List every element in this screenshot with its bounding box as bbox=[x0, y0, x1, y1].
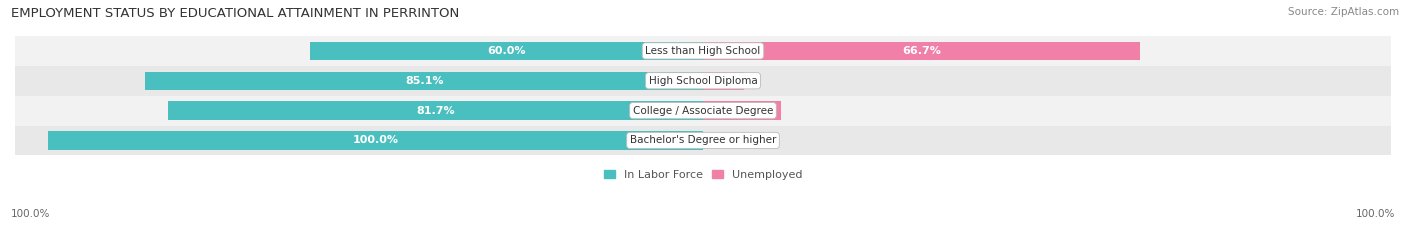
Bar bbox=[145, 72, 703, 90]
Bar bbox=[703, 101, 780, 120]
Bar bbox=[15, 36, 1391, 66]
Bar bbox=[15, 96, 1391, 126]
Text: 11.9%: 11.9% bbox=[723, 106, 762, 116]
Text: College / Associate Degree: College / Associate Degree bbox=[633, 106, 773, 116]
Legend: In Labor Force, Unemployed: In Labor Force, Unemployed bbox=[603, 170, 803, 180]
Bar bbox=[15, 66, 1391, 96]
Bar bbox=[15, 126, 1391, 155]
Text: 100.0%: 100.0% bbox=[1355, 209, 1395, 219]
Text: 85.1%: 85.1% bbox=[405, 76, 443, 86]
Text: 100.0%: 100.0% bbox=[11, 209, 51, 219]
Text: 60.0%: 60.0% bbox=[486, 46, 526, 56]
Text: 6.3%: 6.3% bbox=[709, 76, 740, 86]
Text: Less than High School: Less than High School bbox=[645, 46, 761, 56]
Text: 66.7%: 66.7% bbox=[903, 46, 941, 56]
Text: Bachelor's Degree or higher: Bachelor's Degree or higher bbox=[630, 135, 776, 145]
Bar bbox=[48, 131, 703, 150]
Text: High School Diploma: High School Diploma bbox=[648, 76, 758, 86]
Bar bbox=[703, 72, 744, 90]
Text: 100.0%: 100.0% bbox=[353, 135, 398, 145]
Text: EMPLOYMENT STATUS BY EDUCATIONAL ATTAINMENT IN PERRINTON: EMPLOYMENT STATUS BY EDUCATIONAL ATTAINM… bbox=[11, 7, 460, 20]
Bar bbox=[167, 101, 703, 120]
Bar bbox=[309, 42, 703, 60]
Text: Source: ZipAtlas.com: Source: ZipAtlas.com bbox=[1288, 7, 1399, 17]
Bar bbox=[703, 42, 1140, 60]
Text: 0.0%: 0.0% bbox=[713, 135, 744, 145]
Text: 81.7%: 81.7% bbox=[416, 106, 454, 116]
